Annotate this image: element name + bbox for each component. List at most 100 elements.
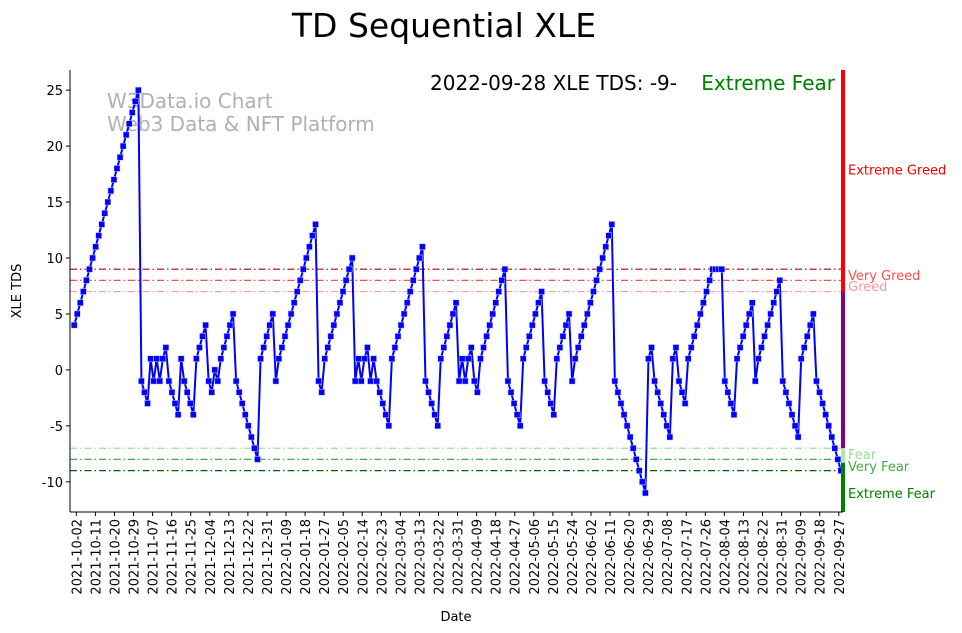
- data-point: [232, 377, 240, 385]
- data-point: [461, 377, 469, 385]
- data-point: [758, 344, 765, 351]
- data-point: [113, 165, 121, 172]
- data-point: [626, 433, 634, 441]
- data-point: [675, 377, 683, 385]
- data-point: [318, 389, 325, 396]
- data-point: [226, 321, 234, 329]
- data-point: [617, 400, 625, 407]
- data-point: [205, 377, 212, 385]
- data-point: [162, 344, 170, 351]
- data-point: [235, 389, 243, 396]
- data-point: [315, 377, 322, 385]
- data-point: [721, 377, 729, 385]
- data-point: [275, 355, 283, 362]
- data-point: [516, 422, 524, 430]
- data-point: [581, 321, 588, 329]
- x-tick-label: 2022-07-26: [699, 519, 714, 595]
- data-point: [193, 355, 200, 362]
- data-point: [336, 299, 344, 306]
- data-point: [422, 377, 429, 385]
- data-point: [810, 310, 817, 318]
- data-point: [449, 310, 457, 318]
- data-point: [333, 310, 341, 318]
- data-point: [196, 344, 203, 351]
- data-point: [306, 243, 313, 251]
- x-tick-label: 2022-09-27: [833, 519, 848, 595]
- data-point: [443, 333, 451, 340]
- x-tick-label: 2021-10-20: [108, 519, 123, 595]
- zone-bar-segment: [841, 462, 845, 512]
- data-point: [559, 333, 567, 340]
- data-point: [486, 321, 493, 329]
- data-point: [788, 411, 796, 418]
- data-point: [565, 310, 573, 318]
- data-point: [125, 120, 133, 127]
- data-point: [761, 333, 768, 340]
- data-point: [596, 265, 603, 273]
- x-tick-label: 2022-02-05: [337, 519, 352, 595]
- data-point: [413, 265, 420, 273]
- data-point: [773, 288, 780, 295]
- x-tick-label: 2021-12-22: [242, 519, 257, 595]
- data-point: [498, 277, 506, 284]
- x-tick-label: 2021-12-13: [223, 519, 238, 595]
- zone-label: Extreme Greed: [848, 164, 946, 179]
- x-tick-label: 2022-08-04: [718, 519, 733, 595]
- data-point: [281, 333, 289, 340]
- data-point: [251, 444, 258, 452]
- data-point: [217, 355, 225, 362]
- data-point: [437, 355, 445, 362]
- latest-signal-annotation: 2022-09-28 XLE TDS: -9-: [430, 71, 677, 95]
- data-point: [697, 310, 704, 318]
- watermark-line-2: Web3 Data & NFT Platform: [107, 112, 375, 136]
- data-point: [593, 277, 600, 284]
- data-point: [568, 377, 576, 385]
- data-point: [749, 299, 756, 306]
- data-point: [800, 344, 808, 351]
- data-point: [202, 321, 209, 329]
- data-point: [238, 400, 246, 407]
- y-tick-label: 0: [55, 364, 63, 379]
- x-tick-label: 2022-05-15: [547, 519, 562, 595]
- data-point: [797, 355, 805, 362]
- data-point: [639, 478, 646, 486]
- zone-bar-segment: [841, 70, 845, 292]
- data-point: [584, 310, 591, 318]
- data-point: [70, 321, 78, 329]
- x-tick-label: 2022-01-09: [280, 519, 295, 595]
- x-tick-label: 2022-06-02: [585, 519, 600, 595]
- x-tick-label: 2022-04-18: [490, 519, 505, 595]
- data-point: [736, 344, 744, 351]
- data-point: [739, 333, 747, 340]
- y-tick-label: 25: [46, 84, 63, 99]
- x-tick-label: 2022-03-04: [394, 519, 409, 595]
- data-point: [324, 344, 331, 351]
- data-point: [150, 377, 157, 385]
- data-point: [385, 422, 393, 430]
- data-point: [687, 344, 695, 351]
- data-point: [260, 344, 267, 351]
- data-point: [116, 154, 124, 161]
- data-point: [794, 433, 802, 441]
- data-point: [129, 109, 136, 116]
- data-point: [614, 389, 622, 396]
- data-point: [816, 389, 823, 396]
- data-point: [263, 333, 270, 340]
- data-point: [80, 288, 87, 295]
- data-point: [220, 344, 228, 351]
- data-point: [477, 355, 484, 362]
- data-point: [819, 400, 826, 407]
- data-point: [434, 422, 441, 430]
- data-point: [831, 444, 839, 452]
- data-point: [400, 310, 408, 318]
- x-tick-label: 2022-04-27: [509, 519, 524, 595]
- zone-label: Very Greed: [848, 269, 920, 284]
- data-point: [370, 355, 377, 362]
- data-point: [733, 355, 741, 362]
- data-point: [574, 344, 582, 351]
- data-point: [654, 389, 661, 396]
- data-point: [700, 299, 707, 306]
- data-point: [550, 411, 558, 418]
- data-point: [119, 142, 127, 150]
- data-point: [440, 344, 448, 351]
